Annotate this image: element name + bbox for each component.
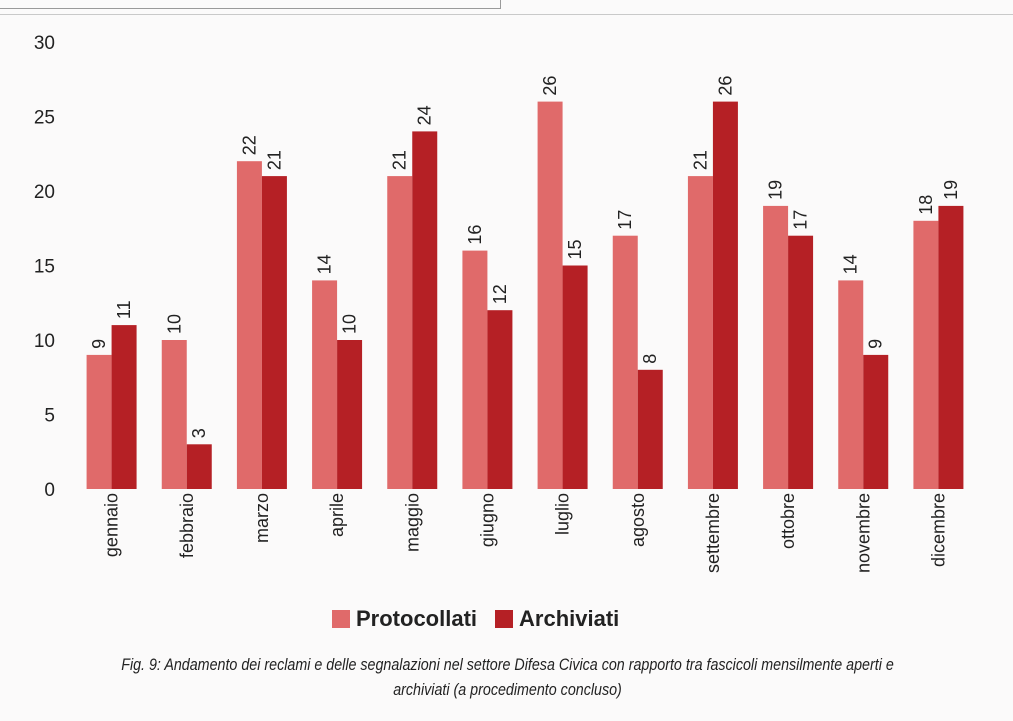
data-label: 9 <box>866 339 886 349</box>
x-tick-label: agosto <box>628 493 648 547</box>
x-tick-label: gennaio <box>102 493 122 557</box>
y-axis: 0 5 10 15 20 25 30 <box>34 33 55 501</box>
legend-swatch-protocollati <box>332 610 350 628</box>
legend-swatch-archiviati <box>495 610 514 628</box>
data-label: 12 <box>490 284 510 304</box>
scan-border <box>0 0 501 9</box>
bar-protocollati-dicembre <box>913 220 939 490</box>
bar-protocollati-marzo <box>236 161 262 489</box>
x-tick-label: dicembre <box>928 493 948 567</box>
y-tick-label: 25 <box>34 108 55 129</box>
bar-protocollati-luglio <box>537 101 563 489</box>
data-label: 8 <box>640 354 660 364</box>
bar-protocollati-settembre <box>687 176 713 489</box>
bar-archiviati-gennaio <box>111 325 137 489</box>
bar-protocollati-aprile <box>312 280 338 489</box>
x-tick-label: marzo <box>252 493 272 543</box>
bar-protocollati-agosto <box>612 235 638 489</box>
bar-archiviati-ottobre <box>788 235 814 489</box>
bar-protocollati-novembre <box>838 280 864 489</box>
data-label: 24 <box>415 105 435 125</box>
x-tick-label: maggio <box>402 493 422 552</box>
bar-protocollati-gennaio <box>86 354 112 489</box>
y-tick-label: 15 <box>34 257 55 278</box>
data-label: 19 <box>766 180 786 200</box>
data-label: 15 <box>565 239 585 259</box>
legend-label-protocollati: Protocollati <box>356 606 478 631</box>
data-label: 10 <box>164 314 184 334</box>
bar-archiviati-dicembre <box>938 205 964 489</box>
data-label: 14 <box>841 254 861 274</box>
data-label: 9 <box>89 339 109 349</box>
y-tick-label: 10 <box>34 331 55 352</box>
legend-item-archiviati: Archiviati <box>495 606 619 632</box>
data-label: 17 <box>791 210 811 230</box>
figure-caption: Fig. 9: Andamento dei reclami e delle se… <box>121 655 894 699</box>
bar-archiviati-agosto <box>637 369 663 489</box>
bar-archiviati-aprile <box>337 340 363 489</box>
legend-item-protocollati: Protocollati <box>332 606 477 632</box>
bar-protocollati-maggio <box>387 176 413 489</box>
y-tick-label: 5 <box>44 406 55 427</box>
data-label: 19 <box>941 180 961 200</box>
scan-rule <box>0 14 1013 15</box>
x-tick-label: febbraio <box>177 493 197 558</box>
data-label: 11 <box>114 300 134 319</box>
bar-archiviati-febbraio <box>186 444 212 489</box>
data-label: 14 <box>315 254 335 274</box>
bar-archiviati-giugno <box>487 310 513 489</box>
x-tick-label: aprile <box>327 493 347 537</box>
data-label: 26 <box>540 76 560 96</box>
bar-protocollati-ottobre <box>763 205 789 489</box>
y-tick-label: 30 <box>34 33 55 54</box>
data-label: 10 <box>340 314 360 334</box>
legend-label-archiviati: Archiviati <box>519 606 620 631</box>
data-label: 16 <box>465 225 485 245</box>
bars <box>86 101 964 490</box>
x-tick-label: ottobre <box>778 493 798 549</box>
data-label: 22 <box>239 135 259 155</box>
x-axis: gennaio febbraio marzo aprile maggio giugno lu… <box>102 493 949 573</box>
x-tick-label: luglio <box>553 493 573 535</box>
legend: Protocollati Archiviati <box>332 606 637 632</box>
bar-archiviati-luglio <box>562 265 588 489</box>
y-tick-label: 20 <box>34 182 55 203</box>
bar-archiviati-marzo <box>261 176 287 489</box>
data-label: 21 <box>390 150 410 170</box>
bar-protocollati-giugno <box>462 250 488 489</box>
x-tick-label: settembre <box>703 493 723 573</box>
y-tick-label: 0 <box>44 480 55 501</box>
data-label: 26 <box>715 76 735 96</box>
data-label: 21 <box>264 150 284 170</box>
bar-archiviati-maggio <box>412 131 438 489</box>
data-labels: 9111032221141021241612261517821261917149… <box>89 76 961 439</box>
data-label: 3 <box>189 428 209 438</box>
bar-protocollati-febbraio <box>161 340 187 489</box>
data-label: 18 <box>916 195 936 215</box>
x-tick-label: giugno <box>477 493 497 547</box>
x-tick-label: novembre <box>853 493 873 573</box>
bar-archiviati-settembre <box>712 101 738 489</box>
data-label: 21 <box>690 150 710 170</box>
data-label: 17 <box>615 210 635 230</box>
bar-archiviati-novembre <box>863 354 889 489</box>
